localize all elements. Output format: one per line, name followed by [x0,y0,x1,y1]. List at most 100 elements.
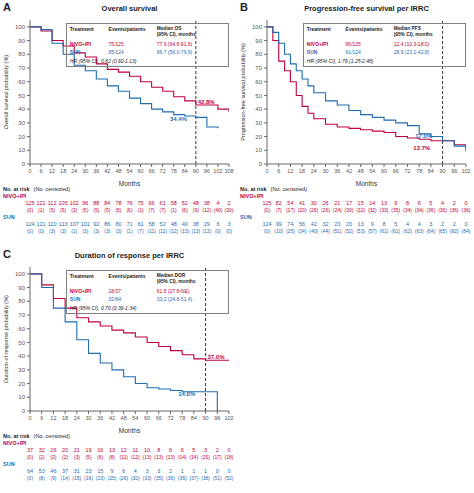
svg-text:50: 50 [18,93,25,99]
svg-text:Progression-free survival prob: Progression-free survival probability (%… [240,43,246,141]
svg-text:102: 102 [213,168,222,174]
svg-text:54: 54 [369,168,375,174]
svg-text:108: 108 [224,168,233,174]
svg-text:102: 102 [461,168,466,174]
svg-text:24: 24 [311,168,317,174]
svg-text:80: 80 [18,51,25,57]
svg-text:70: 70 [255,65,262,71]
svg-text:30: 30 [322,168,328,174]
svg-text:Months: Months [119,427,141,433]
svg-text:60: 60 [144,415,150,421]
svg-text:72: 72 [167,415,173,421]
svg-text:42: 42 [109,415,115,421]
svg-text:30: 30 [18,120,25,126]
svg-text:36: 36 [334,168,340,174]
svg-text:60: 60 [381,168,387,174]
svg-text:6: 6 [277,168,280,174]
svg-text:20: 20 [255,134,262,140]
svg-text:78: 78 [171,168,177,174]
svg-text:60: 60 [255,79,262,85]
svg-text:72: 72 [160,168,166,174]
svg-text:66: 66 [149,168,155,174]
svg-text:14.0%: 14.0% [178,391,196,397]
svg-text:60: 60 [18,326,25,332]
svg-text:90: 90 [440,168,446,174]
svg-text:84: 84 [182,168,188,174]
svg-text:50: 50 [255,93,262,99]
svg-text:12.7%: 12.7% [413,145,431,151]
svg-text:90: 90 [255,38,262,44]
svg-text:0: 0 [265,168,268,174]
svg-text:70: 70 [18,312,25,318]
svg-text:42: 42 [346,168,352,174]
svg-text:100: 100 [15,271,26,277]
svg-text:0: 0 [259,161,263,167]
svg-text:90: 90 [18,285,25,291]
svg-text:34.4%: 34.4% [170,116,188,122]
svg-text:0: 0 [22,408,26,414]
svg-text:6: 6 [40,168,43,174]
svg-text:48: 48 [121,415,127,421]
svg-text:0: 0 [28,415,31,421]
svg-text:17.0%: 17.0% [415,133,433,139]
svg-text:78: 78 [179,415,185,421]
svg-text:54: 54 [126,168,132,174]
svg-text:37.0%: 37.0% [208,354,226,360]
svg-text:42.8%: 42.8% [198,99,216,105]
svg-text:20: 20 [18,381,25,387]
svg-text:100: 100 [252,24,263,30]
svg-text:96: 96 [214,415,220,421]
svg-text:84: 84 [428,168,434,174]
svg-text:Overall survival probability (: Overall survival probability (%) [8,55,9,129]
svg-text:36: 36 [97,415,103,421]
svg-text:18: 18 [60,168,66,174]
svg-text:100: 100 [15,24,26,30]
svg-text:30: 30 [255,120,262,126]
svg-text:40: 40 [255,106,262,112]
svg-text:10: 10 [18,147,25,153]
svg-text:80: 80 [18,298,25,304]
svg-text:Months: Months [356,180,378,186]
svg-text:90: 90 [18,38,25,44]
svg-text:84: 84 [191,415,197,421]
svg-text:10: 10 [255,147,262,153]
svg-text:30: 30 [82,168,88,174]
svg-text:30: 30 [18,367,25,373]
svg-text:66: 66 [156,415,162,421]
svg-text:78: 78 [416,168,422,174]
svg-text:40: 40 [18,353,25,359]
svg-text:36: 36 [93,168,99,174]
svg-text:80: 80 [255,51,262,57]
svg-text:20: 20 [18,134,25,140]
svg-text:60: 60 [137,168,143,174]
svg-text:48: 48 [358,168,364,174]
svg-text:96: 96 [451,168,457,174]
svg-text:6: 6 [40,415,43,421]
svg-text:12: 12 [287,168,293,174]
svg-text:30: 30 [85,415,91,421]
svg-text:12: 12 [50,415,56,421]
svg-text:102: 102 [224,415,233,421]
svg-text:60: 60 [18,79,25,85]
svg-text:70: 70 [18,65,25,71]
svg-text:48: 48 [115,168,121,174]
svg-text:66: 66 [393,168,399,174]
svg-text:10: 10 [18,394,25,400]
svg-text:50: 50 [18,340,25,346]
svg-text:90: 90 [193,168,199,174]
svg-text:Duration of response probabili: Duration of response probability (%) [8,295,9,383]
svg-text:72: 72 [404,168,410,174]
svg-text:12: 12 [49,168,55,174]
svg-text:0: 0 [28,168,31,174]
svg-text:42: 42 [104,168,110,174]
svg-text:18: 18 [299,168,305,174]
svg-text:Months: Months [119,180,141,186]
svg-text:24: 24 [74,415,80,421]
svg-text:96: 96 [204,168,210,174]
svg-text:54: 54 [132,415,138,421]
svg-text:24: 24 [71,168,77,174]
svg-text:18: 18 [62,415,68,421]
svg-text:90: 90 [203,415,209,421]
svg-text:0: 0 [22,161,26,167]
svg-text:40: 40 [18,106,25,112]
